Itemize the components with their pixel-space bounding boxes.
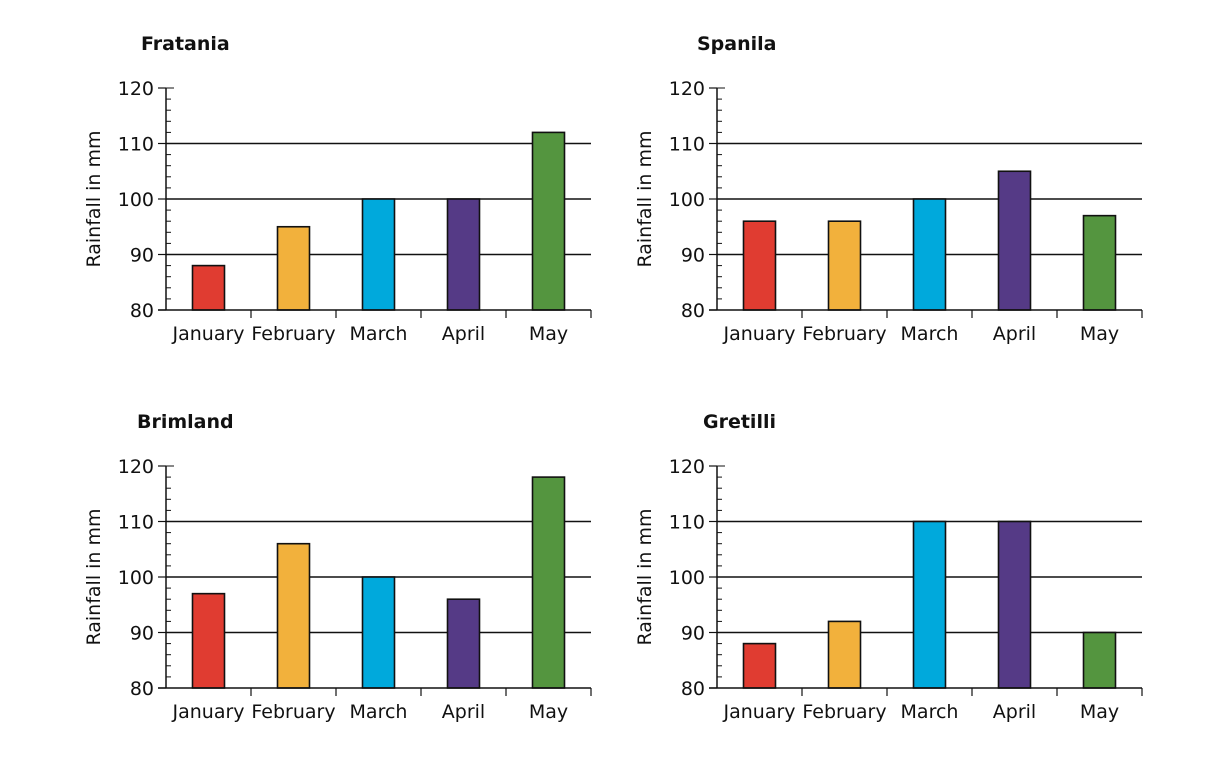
y-axis-label: Rainfall in mm [83,508,105,645]
chart-brimland: Brimland Rainfall in mm 80 90 100 110 120 Janua… [83,411,592,723]
x-tick-label: February [802,701,886,723]
bar-may [1082,214,1117,311]
chart-title: Gretilli [703,411,776,433]
y-tick-label: 100 [118,189,154,211]
bar-february [827,220,862,311]
bar-may [531,476,566,689]
y-tick-label: 120 [118,78,154,100]
bar-may [531,131,566,311]
x-tick-label: May [1080,701,1119,723]
y-tick-label: 90 [130,623,154,645]
bar-april [997,170,1032,311]
x-tick-label: May [529,701,568,723]
bar-march [361,198,396,311]
y-axis-label: Rainfall in mm [634,508,656,645]
bar-march [912,520,947,689]
bar-february [827,620,862,689]
bar-january [742,220,777,311]
y-axis-label: Rainfall in mm [83,130,105,267]
x-tick-label: February [251,323,335,345]
y-tick-label: 90 [681,623,705,645]
bar-february [276,542,311,689]
bar-april [997,520,1032,689]
x-tick-label: January [171,323,244,345]
chart-spanila: Spanila Rainfall in mm 80 90 100 110 120 Januar… [634,33,1143,345]
y-tick-label: 100 [669,189,705,211]
x-tick-label: January [722,323,795,345]
bar-may [1082,631,1117,689]
y-tick-label: 80 [130,678,154,700]
x-tick-label: May [529,323,568,345]
x-tick-label: March [350,701,408,723]
bar-april [446,198,481,311]
bar-february [276,225,311,311]
x-tick-label: April [993,701,1036,723]
y-tick-label: 90 [681,245,705,267]
bar-march [912,198,947,311]
y-tick-label: 110 [118,134,154,156]
x-tick-label: January [171,701,244,723]
y-tick-label: 120 [669,78,705,100]
x-tick-label: May [1080,323,1119,345]
chart-title: Spanila [697,33,776,55]
y-tick-label: 80 [681,678,705,700]
y-tick-label: 80 [681,300,705,322]
bar-january [742,642,777,689]
y-axis-label: Rainfall in mm [634,130,656,267]
chart-title: Brimland [137,411,234,433]
x-tick-label: January [722,701,795,723]
y-tick-label: 100 [669,567,705,589]
bar-january [191,264,226,311]
x-tick-label: April [442,701,485,723]
y-tick-label: 110 [118,512,154,534]
bar-march [361,576,396,689]
x-tick-label: February [251,701,335,723]
y-tick-label: 120 [118,456,154,478]
x-tick-label: April [993,323,1036,345]
x-tick-label: February [802,323,886,345]
y-tick-label: 110 [669,512,705,534]
chart-gretilli: Gretilli Rainfall in mm 80 90 100 110 120 Janua… [634,411,1143,723]
y-tick-label: 100 [118,567,154,589]
x-tick-label: March [901,323,959,345]
x-tick-label: March [350,323,408,345]
y-tick-label: 110 [669,134,705,156]
y-tick-label: 120 [669,456,705,478]
bar-january [191,592,226,689]
y-tick-label: 80 [130,300,154,322]
chart-title: Fratania [141,33,230,55]
bar-april [446,598,481,689]
x-tick-label: April [442,323,485,345]
x-tick-label: March [901,701,959,723]
chart-fratania: Fratania Rainfall in mm 80 90 100 110 120 Janua… [83,33,592,345]
y-tick-label: 90 [130,245,154,267]
